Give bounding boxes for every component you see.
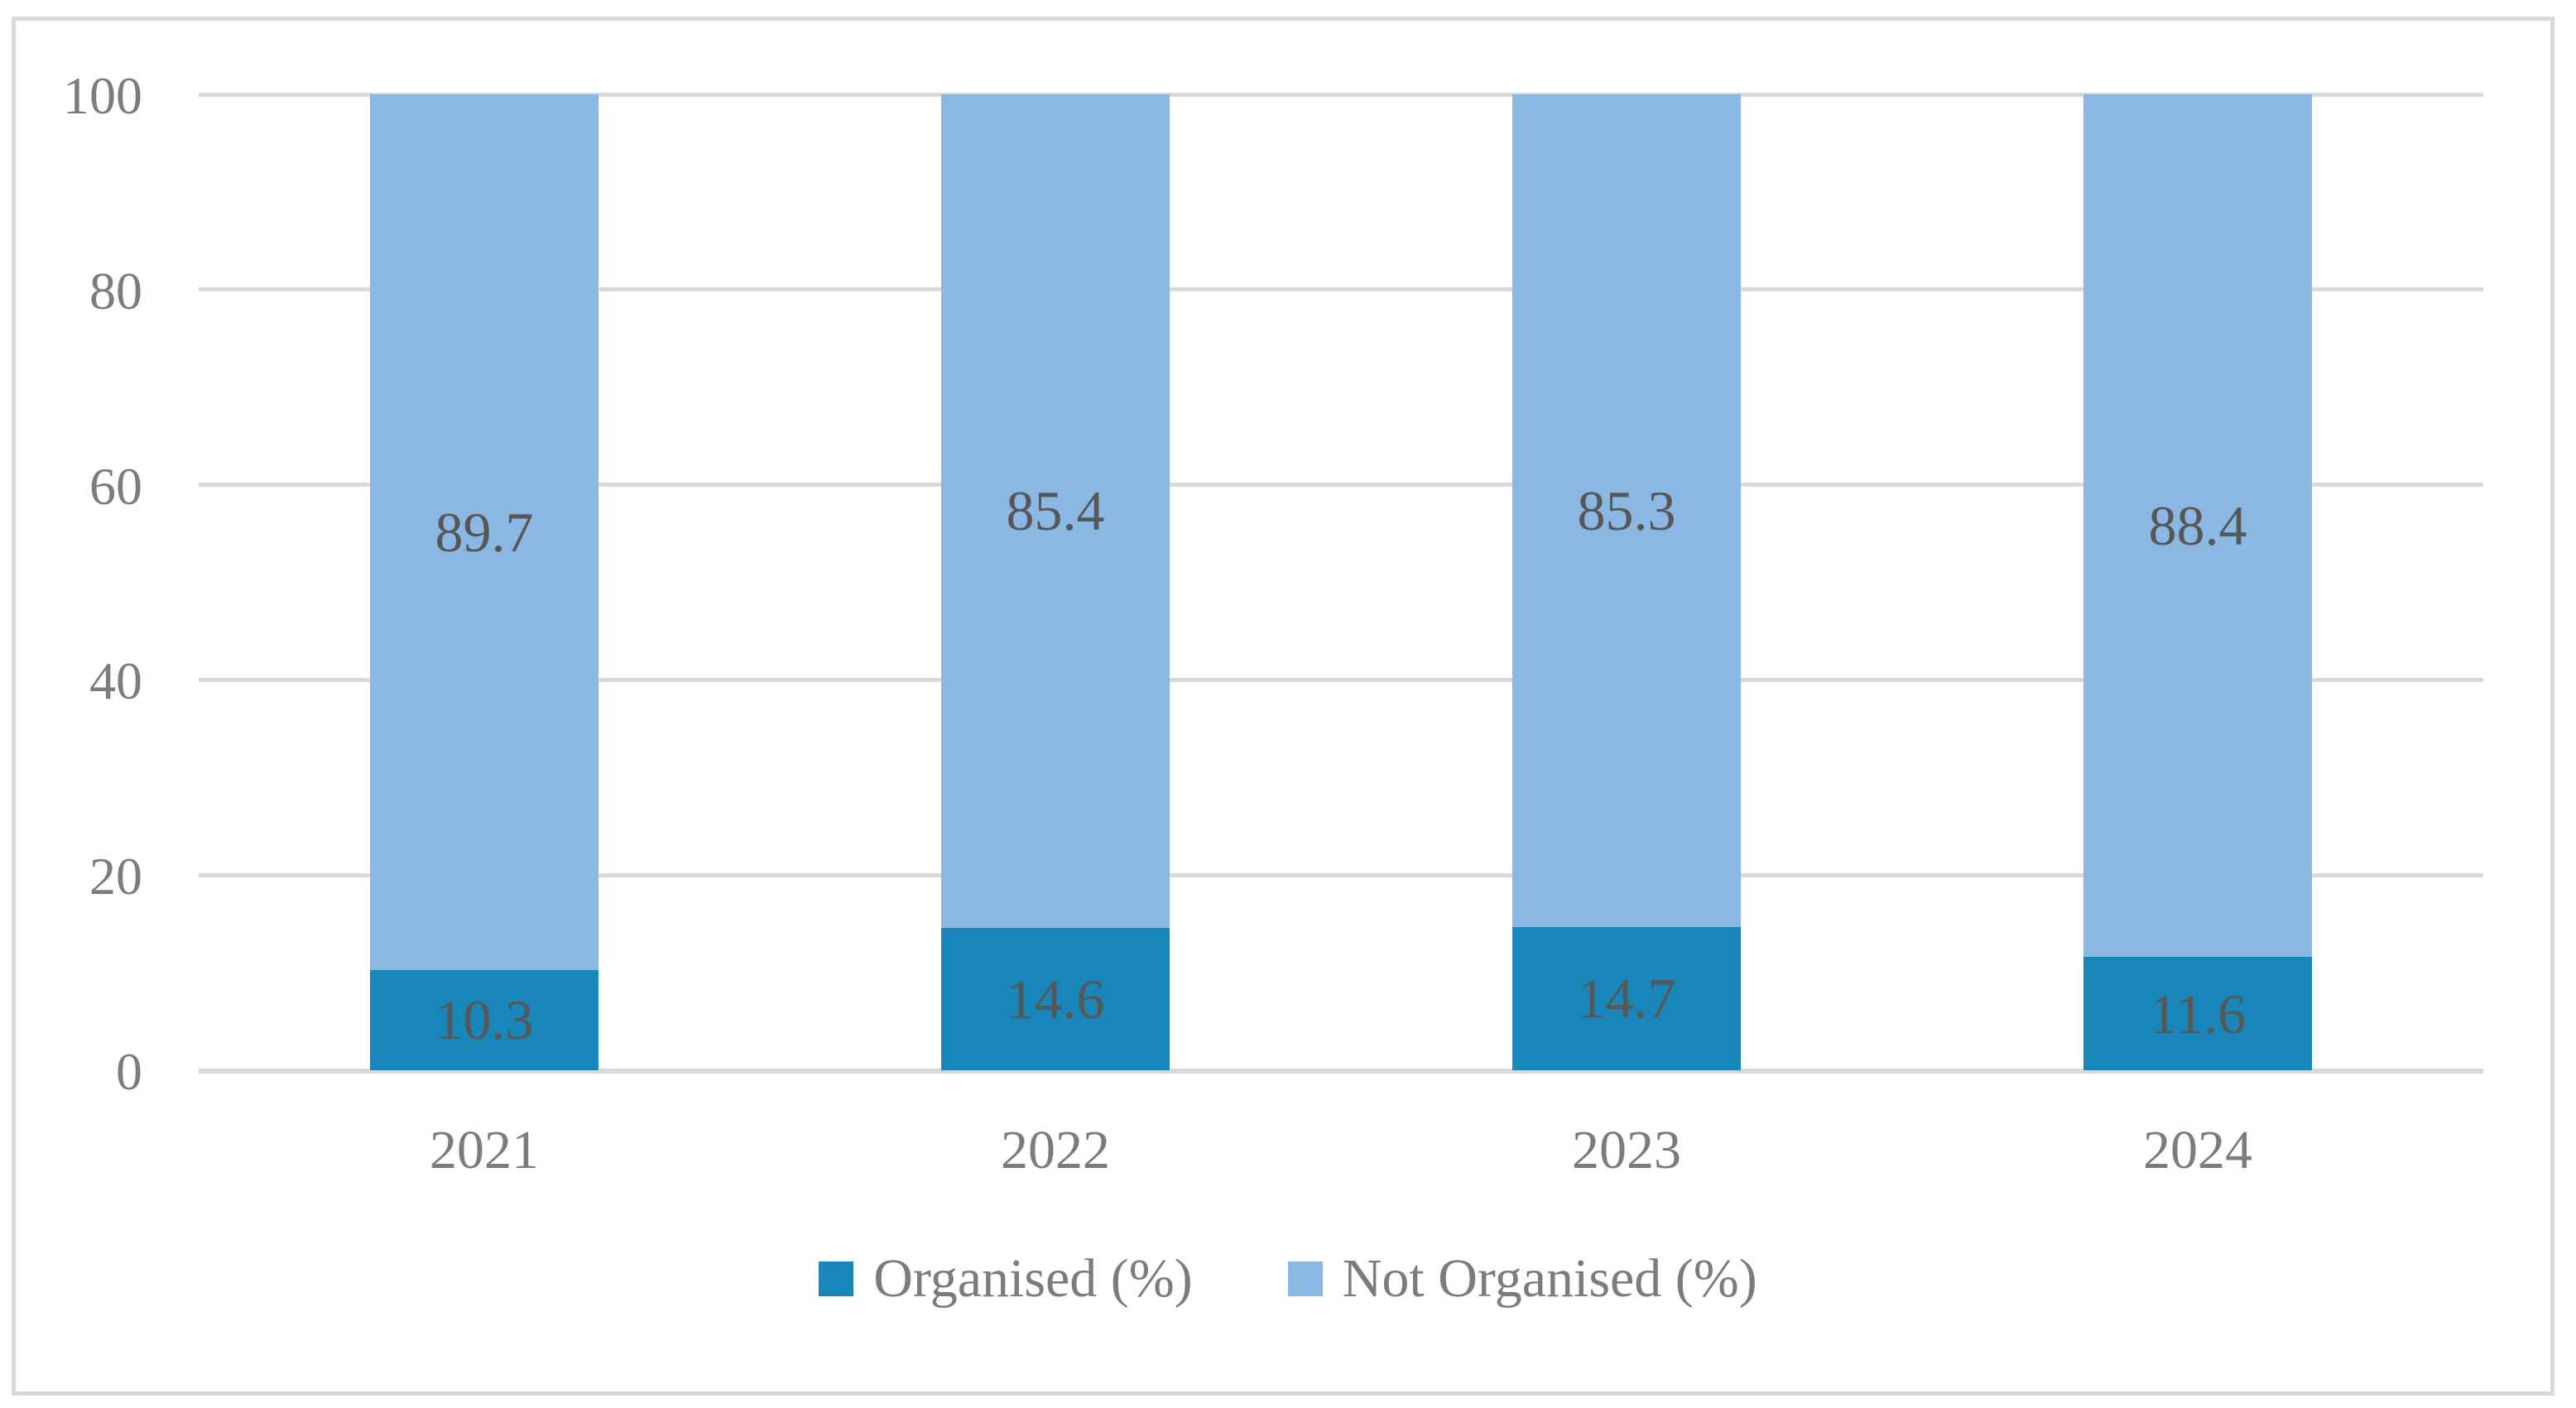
gridline-80 — [199, 287, 2483, 292]
x-tick-label-2022: 2022 — [1001, 1120, 1110, 1180]
y-tick-label: 80 — [89, 261, 142, 320]
bar-data-label: 14.6 — [1006, 967, 1105, 1031]
bar-segment-organised--2022: 14.6 — [941, 927, 1170, 1070]
bar-group-2023: 14.7 85.3 — [1512, 94, 1741, 1070]
bar-segment-not-organised--2024: 88.4 — [2083, 94, 2312, 958]
legend-item-0: Organised (%) — [819, 1252, 1193, 1306]
gridline-20 — [199, 872, 2483, 877]
legend-swatch-0 — [819, 1261, 854, 1296]
bar-group-2022: 14.6 85.4 — [941, 94, 1170, 1070]
bar-data-label: 89.7 — [435, 500, 534, 564]
bar-segment-organised--2023: 14.7 — [1512, 926, 1741, 1070]
bar-data-label: 14.7 — [1577, 967, 1676, 1031]
bar-segment-not-organised--2023: 85.3 — [1512, 94, 1741, 927]
bar-segment-organised--2021: 10.3 — [370, 969, 598, 1070]
x-tick-label-2024: 2024 — [2143, 1120, 2252, 1180]
plot-area: 10.3 89.7 14.6 85.4 14.7 85.3 11.6 88.4 — [199, 92, 2483, 1074]
y-tick-label: 100 — [63, 66, 142, 125]
y-tick-label: 60 — [89, 456, 142, 516]
legend-label-0: Organised (%) — [873, 1248, 1193, 1309]
bar-data-label: 11.6 — [2149, 982, 2247, 1045]
x-tick-label-2021: 2021 — [430, 1120, 539, 1180]
y-tick-label: 20 — [89, 847, 142, 906]
bar-data-label: 85.3 — [1577, 478, 1676, 542]
bar-data-label: 85.4 — [1006, 479, 1105, 543]
legend-item-1: Not Organised (%) — [1287, 1248, 1757, 1309]
bar-group-2021: 10.3 89.7 — [370, 94, 598, 1070]
bar-segment-organised--2024: 11.6 — [2083, 957, 2312, 1070]
y-tick-label: 40 — [89, 651, 142, 711]
bar-segment-not-organised--2022: 85.4 — [941, 94, 1170, 928]
bar-data-label: 10.3 — [435, 988, 534, 1052]
x-tick-label-2023: 2023 — [1572, 1120, 1681, 1180]
bar-segment-not-organised--2021: 89.7 — [370, 94, 598, 970]
legend-label-1: Not Organised (%) — [1342, 1248, 1757, 1309]
gridline-60 — [199, 483, 2483, 488]
gridline-0 — [199, 1068, 2483, 1074]
y-tick-label: 0 — [116, 1042, 142, 1101]
gridline-40 — [199, 677, 2483, 682]
bar-data-label: 88.4 — [2148, 494, 2247, 558]
bar-group-2024: 11.6 88.4 — [2083, 94, 2312, 1070]
legend-swatch-1 — [1287, 1261, 1323, 1296]
gridline-100 — [199, 92, 2483, 97]
legend: Organised (%) Not Organised (%) — [0, 1252, 2576, 1306]
